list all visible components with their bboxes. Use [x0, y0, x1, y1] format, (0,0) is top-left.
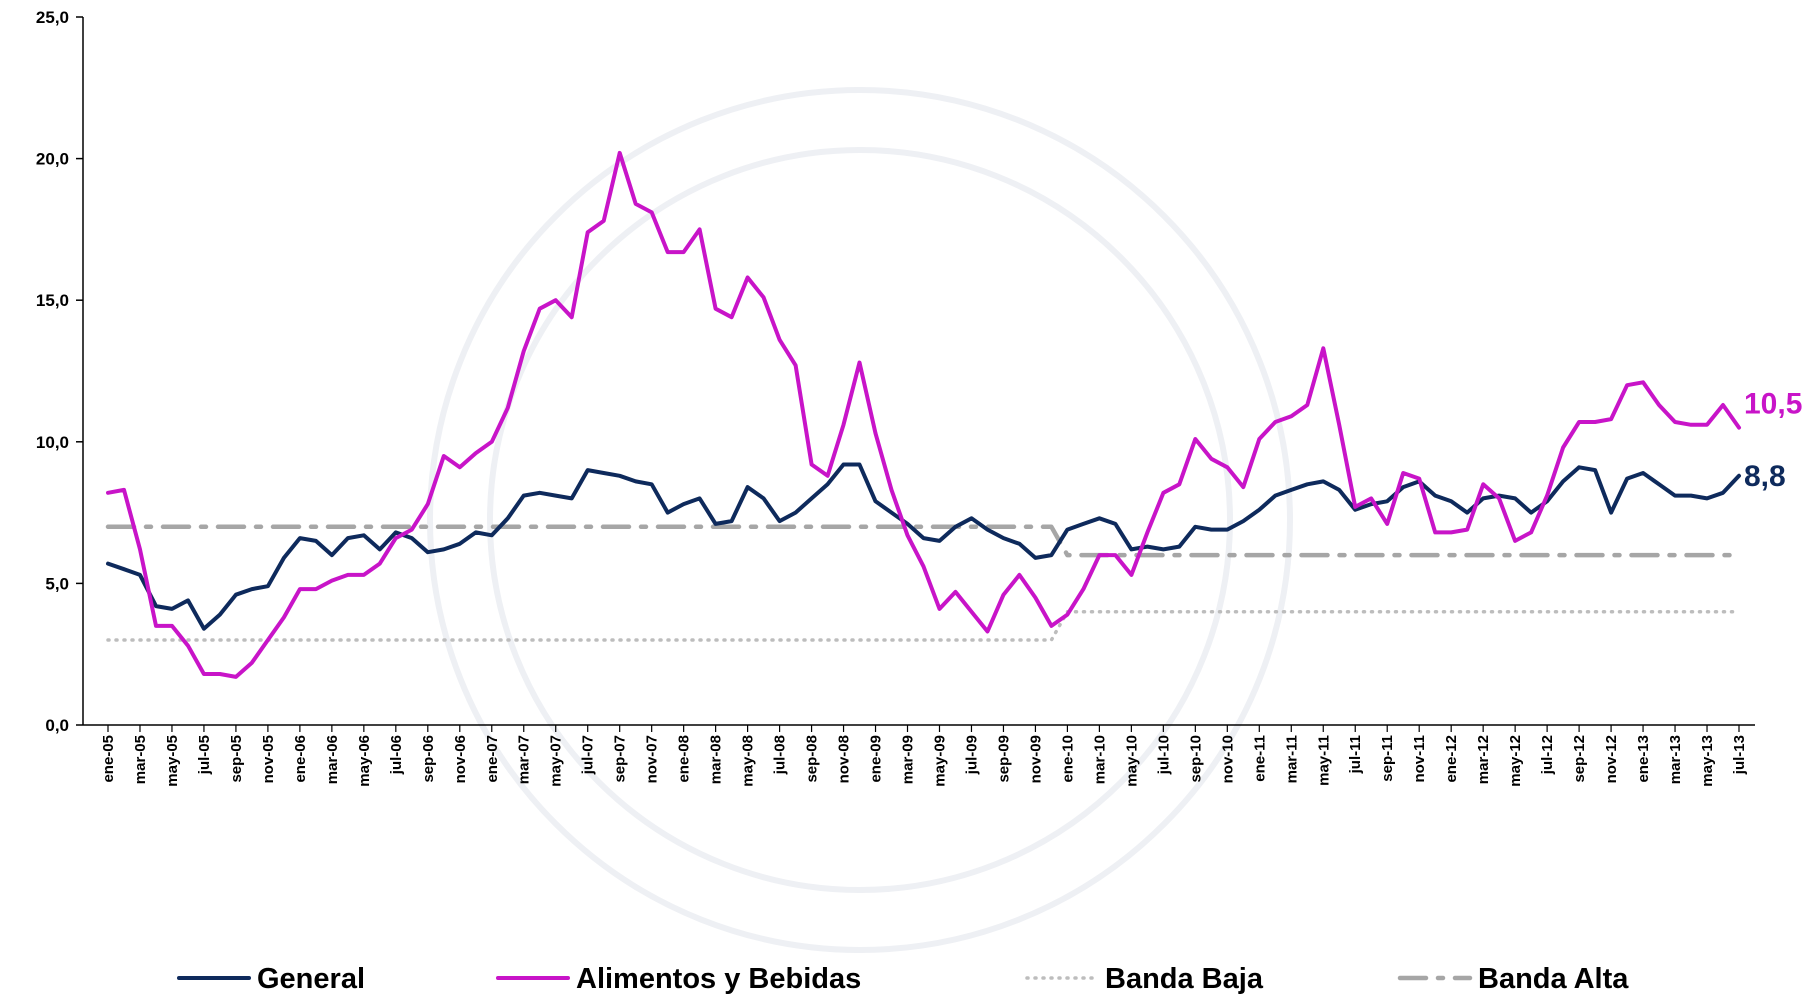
series-line — [108, 465, 1739, 629]
x-tick-label: mar-10 — [1091, 735, 1108, 784]
series-line — [108, 153, 1739, 677]
legend-label: Banda Baja — [1105, 963, 1264, 995]
x-tick-label: may-13 — [1699, 735, 1716, 787]
legend-label: General — [257, 963, 365, 995]
x-tick-label: ene-07 — [484, 735, 501, 783]
x-tick-label: jul-13 — [1731, 735, 1748, 775]
x-tick-label: may-11 — [1315, 735, 1332, 786]
x-tick-label: mar-09 — [900, 735, 917, 784]
x-tick-label: mar-13 — [1667, 735, 1684, 784]
x-tick-label: jul-07 — [580, 735, 597, 775]
x-tick-label: ene-09 — [868, 735, 885, 783]
x-tick-label: sep-05 — [228, 735, 245, 783]
x-tick-label: sep-06 — [420, 735, 437, 783]
x-tick-label: nov-08 — [836, 735, 853, 783]
x-tick-label: may-10 — [1123, 735, 1140, 787]
x-tick-label: nov-06 — [452, 735, 469, 783]
x-tick-label: jul-11 — [1347, 735, 1364, 774]
series-line — [108, 612, 1739, 640]
x-tick-label: nov-11 — [1411, 735, 1428, 783]
x-tick-label: ene-11 — [1251, 735, 1268, 782]
x-tick-label: jul-09 — [963, 735, 980, 775]
x-tick-label: mar-07 — [516, 735, 533, 784]
x-tick-label: may-08 — [740, 735, 757, 787]
x-tick-label: nov-12 — [1603, 735, 1620, 783]
x-tick-label: mar-05 — [132, 735, 149, 784]
x-tick-label: sep-07 — [612, 735, 629, 783]
watermark — [430, 90, 1290, 950]
x-tick-label: sep-09 — [995, 735, 1012, 783]
x-tick-label: jul-10 — [1155, 735, 1172, 775]
x-tick-label: nov-09 — [1027, 735, 1044, 783]
x-tick-label: may-05 — [164, 735, 181, 787]
chart: 0,0 5,0 10,0 15,0 20,0 25,0 ene-05 mar-05 may-05… — [0, 0, 1814, 996]
x-tick-label: mar-08 — [708, 735, 725, 784]
x-tick-label: ene-10 — [1059, 735, 1076, 783]
y-tick-label: 20,0 — [36, 150, 69, 169]
x-tick-label: ene-12 — [1443, 735, 1460, 783]
x-tick-label: ene-08 — [676, 735, 693, 783]
x-tick-label: ene-13 — [1635, 735, 1652, 783]
x-tick-label: jul-06 — [388, 735, 405, 775]
legend-label: Banda Alta — [1478, 963, 1629, 995]
x-tick-label: mar-12 — [1475, 735, 1492, 784]
x-tick-label: nov-07 — [644, 735, 661, 783]
x-tick-label: ene-05 — [100, 735, 117, 783]
x-tick-label: sep-11 — [1379, 735, 1396, 782]
x-tick-label: sep-08 — [804, 735, 821, 783]
y-tick-label: 15,0 — [36, 291, 69, 310]
x-tick-label: nov-10 — [1219, 735, 1236, 783]
x-tick-label: nov-05 — [260, 735, 277, 783]
y-tick-label: 10,0 — [36, 433, 69, 452]
x-tick-label: jul-05 — [196, 735, 213, 775]
x-tick-label: sep-12 — [1571, 735, 1588, 783]
y-tick-label: 5,0 — [45, 574, 69, 593]
series-line — [108, 527, 1739, 555]
y-tick-label: 0,0 — [45, 716, 69, 735]
x-tick-label: mar-06 — [324, 735, 341, 784]
value-label: 8,8 — [1744, 460, 1786, 493]
x-tick-label: may-06 — [356, 735, 373, 787]
x-tick-label: jul-12 — [1539, 735, 1556, 775]
x-tick-label: ene-06 — [292, 735, 309, 783]
x-tick-label: may-12 — [1507, 735, 1524, 787]
x-tick-label: may-09 — [931, 735, 948, 787]
x-tick-label: may-07 — [548, 735, 565, 787]
legend-label: Alimentos y Bebidas — [576, 963, 861, 995]
x-tick-label: mar-11 — [1283, 735, 1300, 783]
x-tick-label: sep-10 — [1187, 735, 1204, 783]
y-tick-label: 25,0 — [36, 8, 69, 27]
value-label: 10,5 — [1744, 388, 1802, 421]
x-tick-label: jul-08 — [772, 735, 789, 775]
